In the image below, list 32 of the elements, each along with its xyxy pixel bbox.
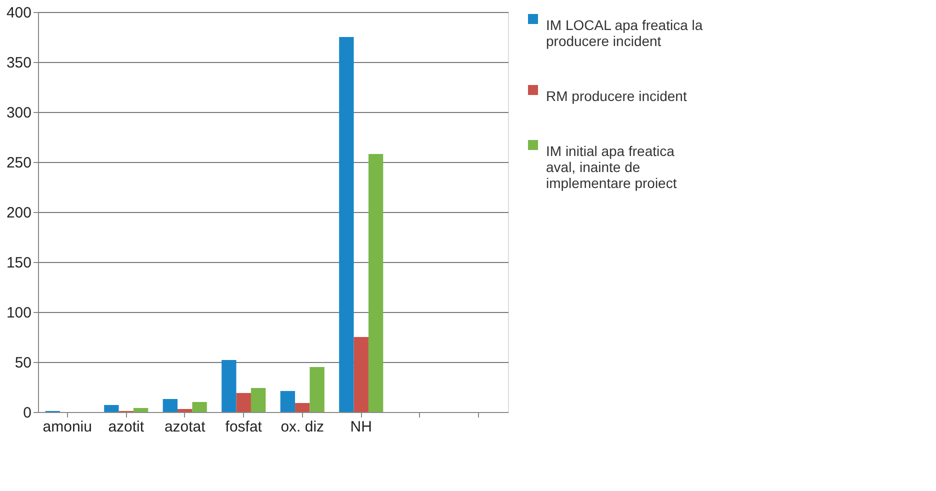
bar: [280, 391, 296, 412]
bar: [162, 399, 178, 412]
legend-label: RM producere incident: [546, 88, 687, 104]
y-tick-label: 200: [6, 204, 32, 222]
bar: [339, 37, 354, 412]
x-tick-label: azotit: [108, 418, 145, 436]
y-tick-label: 0: [23, 404, 32, 422]
bar: [310, 367, 324, 412]
bar: [104, 405, 119, 412]
y-tick-label: 300: [6, 104, 32, 122]
bar: [222, 360, 236, 412]
y-tick-label: 400: [6, 4, 32, 22]
y-tick-label: 150: [6, 254, 32, 272]
y-tick-label: 250: [6, 154, 32, 172]
bar: [192, 402, 207, 412]
x-tick-label: fosfat: [225, 418, 263, 436]
x-tick-label: ox. diz: [280, 418, 324, 436]
legend-label: IM initial apa freatica aval, inainte de implementare proiect: [546, 143, 677, 191]
bar: [236, 393, 251, 412]
y-tick-label: 100: [6, 304, 32, 322]
x-tick-label: NH: [350, 418, 372, 436]
bar: [250, 388, 266, 412]
bar: [178, 409, 192, 412]
bar: [368, 154, 384, 412]
bar: [133, 408, 148, 412]
y-tick-label: 350: [6, 54, 32, 72]
y-tick-label: 50: [14, 354, 32, 372]
legend-label: IM LOCAL apa freatica la producere incident: [546, 17, 703, 49]
x-tick-label: azotat: [164, 418, 206, 436]
x-tick-label: amoniu: [42, 418, 92, 436]
bar: [354, 337, 368, 412]
bar: [295, 403, 310, 412]
